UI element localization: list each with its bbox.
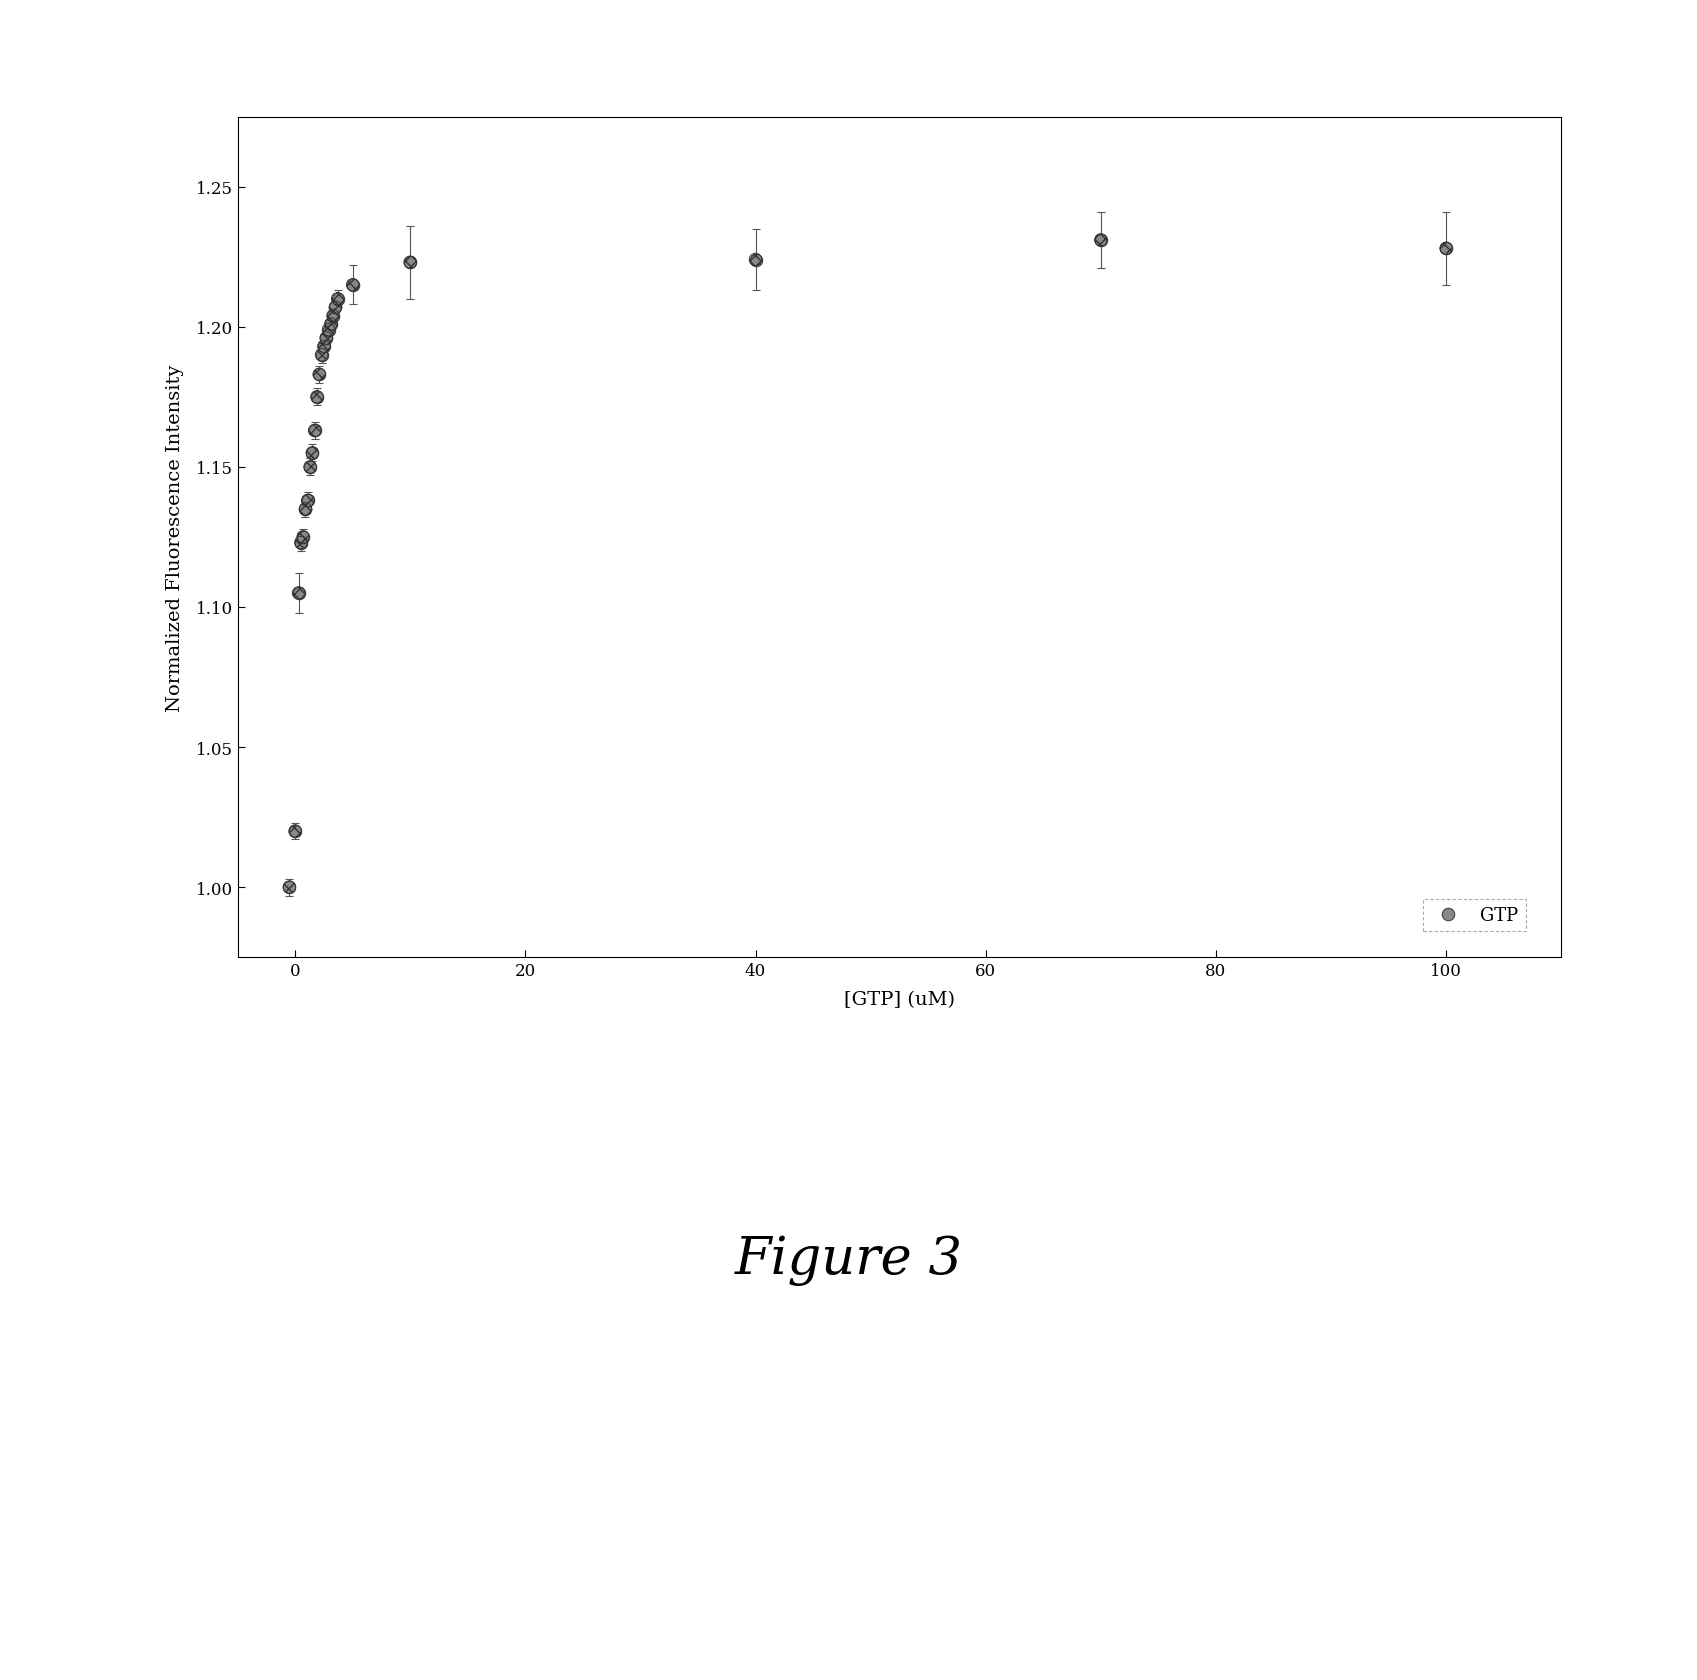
Point <box>294 487 321 514</box>
Point <box>282 818 309 845</box>
Point <box>339 272 367 299</box>
Point <box>304 385 331 412</box>
Point <box>300 418 328 445</box>
Point <box>292 496 319 522</box>
Point <box>305 361 333 388</box>
Text: Figure 3: Figure 3 <box>735 1235 962 1285</box>
Point <box>322 294 350 321</box>
Point <box>297 454 324 480</box>
Point <box>317 311 344 338</box>
Point <box>397 250 424 277</box>
Point <box>316 318 343 344</box>
Point <box>319 302 346 329</box>
Point <box>290 524 317 551</box>
Point <box>312 326 339 353</box>
Legend: GTP: GTP <box>1422 899 1526 932</box>
Y-axis label: Normalized Fluorescence Intensity: Normalized Fluorescence Intensity <box>166 365 185 711</box>
Point <box>324 286 351 312</box>
Point <box>309 343 336 370</box>
Point <box>742 247 769 274</box>
Point <box>277 874 304 900</box>
Point <box>1088 227 1115 254</box>
Point <box>311 334 338 361</box>
Point <box>287 529 314 556</box>
Point <box>299 440 326 467</box>
X-axis label: [GTP] (uM): [GTP] (uM) <box>843 991 955 1008</box>
Point <box>1432 235 1459 262</box>
Point <box>285 580 312 606</box>
